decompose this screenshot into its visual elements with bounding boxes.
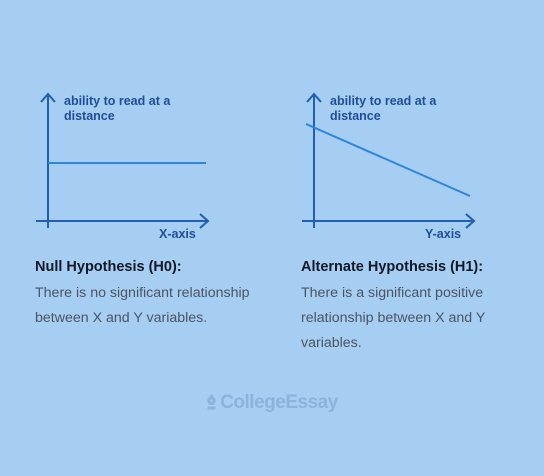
null-x-arrowhead (199, 213, 210, 229)
null-hypothesis-description: There is no significant relationship bet… (35, 285, 250, 326)
brand-college: College (220, 392, 286, 413)
brand-essay: Essay (285, 392, 338, 413)
alt-x-arrowhead (465, 213, 476, 229)
college-essay-logo: CollegeEssay (0, 392, 544, 416)
alt-graph-svg (302, 92, 476, 229)
alt-declining-line (305, 123, 471, 197)
null-x-axis-label: X-axis (159, 227, 196, 241)
alt-y-arrowhead (306, 92, 322, 103)
null-y-arrowhead (40, 92, 56, 103)
null-hypothesis-graph: ability to read at a distance X-axis (34, 88, 234, 248)
pen-nib-icon (206, 394, 217, 416)
alternate-hypothesis-description: There is a significant positive relation… (301, 285, 486, 351)
null-graph-svg (36, 92, 210, 229)
null-y-axis-label: ability to read at a distance (64, 94, 171, 123)
alt-x-axis-label: Y-axis (425, 227, 462, 241)
alternate-hypothesis-graph: ability to read at a distance Y-axis (300, 88, 500, 248)
null-hypothesis-title: Null Hypothesis (H0): (35, 259, 182, 275)
alternate-hypothesis-title: Alternate Hypothesis (H1): (301, 259, 484, 275)
alt-y-axis-label: ability to read at a distance (330, 94, 437, 123)
